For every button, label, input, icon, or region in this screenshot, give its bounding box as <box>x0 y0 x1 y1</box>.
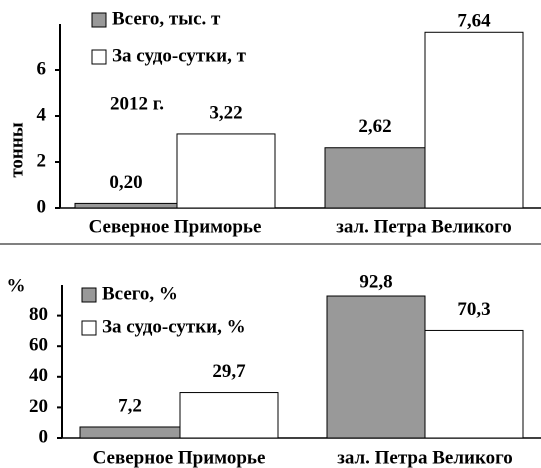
y-tick-label: 2 <box>37 150 47 171</box>
annotation: 2012 г. <box>110 93 164 114</box>
value-label: 0,20 <box>109 172 142 193</box>
y-tick-label: 4 <box>37 104 47 125</box>
x-tick-label: Северное Приморье <box>93 447 266 468</box>
y-tick-label: 40 <box>29 365 48 386</box>
value-label: 3,22 <box>209 102 242 123</box>
x-tick-label: зал. Петра Великого <box>337 447 513 468</box>
bar <box>324 147 426 209</box>
bar <box>74 202 178 209</box>
bar <box>79 426 181 439</box>
legend-swatch <box>91 49 107 65</box>
bar <box>179 392 279 439</box>
y-tick-label: 20 <box>29 396 48 417</box>
bar <box>176 133 276 209</box>
bar <box>424 31 524 209</box>
legend-label: За судо-сутки, % <box>102 316 246 337</box>
legend-label: Всего, тыс. т <box>112 8 221 29</box>
y-tick-label: 80 <box>29 304 48 325</box>
legend-swatch <box>81 287 97 303</box>
value-label: 70,3 <box>457 299 490 320</box>
value-label: 29,7 <box>212 361 246 382</box>
value-label: 92,8 <box>359 271 392 292</box>
legend-swatch <box>91 12 107 28</box>
y-tick-label: 6 <box>37 58 47 79</box>
value-label: 7,2 <box>118 395 142 416</box>
bar <box>326 295 426 439</box>
y-axis-label: тонны <box>6 122 27 177</box>
legend-label: За судо-сутки, т <box>112 45 247 66</box>
x-tick-label: Северное Приморье <box>89 216 262 237</box>
y-tick-label: 0 <box>37 196 47 217</box>
legend-label: Всего, % <box>102 283 178 304</box>
y-axis-label: % <box>7 275 26 296</box>
value-label: 7,64 <box>457 10 491 31</box>
legend-swatch <box>81 320 97 336</box>
bar <box>424 329 524 439</box>
y-tick-label: 0 <box>39 426 49 447</box>
x-tick-label: зал. Петра Великого <box>336 216 512 237</box>
value-label: 2,62 <box>358 116 391 137</box>
y-tick-label: 60 <box>29 335 48 356</box>
